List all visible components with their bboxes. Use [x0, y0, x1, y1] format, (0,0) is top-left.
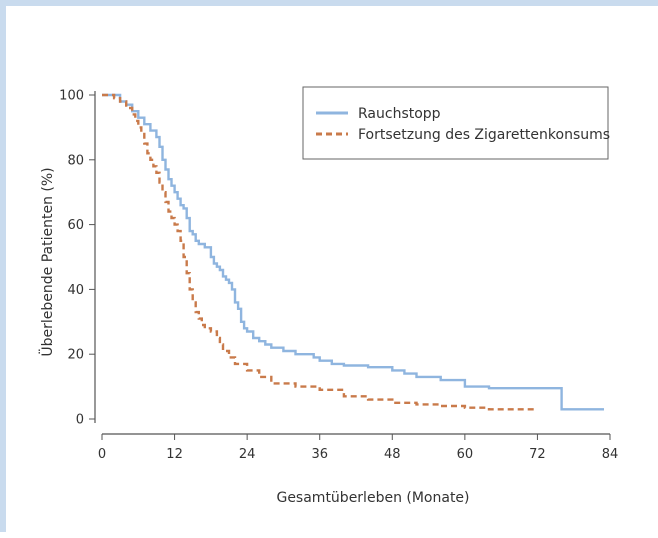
- plot-area: [102, 93, 604, 411]
- y-tick-label: 0: [76, 413, 84, 428]
- axes: 0 12 24 36 48 60 72 84 0 20 40 60 80 100: [59, 89, 618, 463]
- y-tick-label: 40: [67, 283, 84, 298]
- x-tick-label: 36: [311, 447, 328, 462]
- legend-label-fortsetzung: Fortsetzung des Zigarettenkonsums: [358, 127, 610, 143]
- y-tick-label: 20: [67, 348, 84, 363]
- chart: 0 12 24 36 48 60 72 84 0 20 40 60 80 100 Rauchstopp F…: [38, 86, 618, 506]
- x-axis-label: Gesamtüberleben (Monate): [276, 490, 469, 506]
- legend-label-rauchstopp: Rauchstopp: [358, 106, 441, 122]
- x-tick-label: 84: [602, 447, 619, 462]
- y-axis-label: Überlebende Patienten (%): [38, 167, 56, 356]
- x-tick-label: 12: [166, 447, 183, 462]
- x-tick-label: 0: [98, 447, 106, 462]
- x-tick-label: 72: [529, 447, 546, 462]
- y-tick-label: 100: [59, 89, 84, 104]
- y-tick-label: 80: [67, 153, 84, 168]
- series-line-rauchstopp: [102, 93, 604, 411]
- series-line-fortsetzung: [102, 93, 538, 411]
- x-tick-label: 48: [384, 447, 401, 462]
- x-tick-label: 24: [239, 447, 256, 462]
- legend-box: [302, 86, 609, 160]
- legend: Rauchstopp Fortsetzung des Zigarettenkon…: [302, 86, 610, 160]
- x-tick-label: 60: [457, 447, 474, 462]
- y-tick-label: 60: [67, 218, 84, 233]
